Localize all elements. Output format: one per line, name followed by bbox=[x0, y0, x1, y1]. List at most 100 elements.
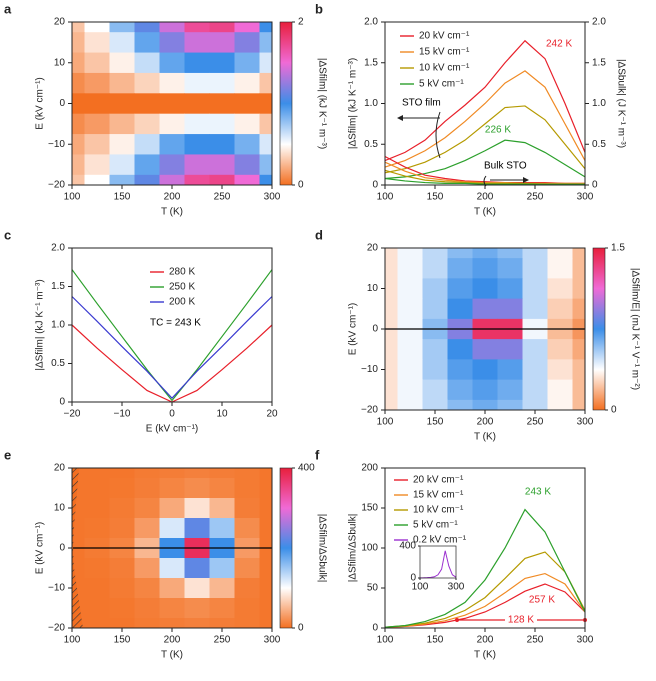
heat-cell bbox=[184, 113, 210, 135]
heat-cell bbox=[385, 248, 398, 259]
heat-cell bbox=[259, 72, 273, 94]
colorbar-tick-label: 400 bbox=[298, 463, 315, 474]
heat-cell bbox=[84, 618, 110, 629]
heat-cell bbox=[472, 339, 498, 360]
heat-cell bbox=[234, 113, 260, 135]
heat-cell bbox=[72, 93, 85, 115]
heat-cell bbox=[84, 598, 110, 619]
series-line bbox=[71, 296, 273, 400]
x-tick-label: 150 bbox=[427, 192, 444, 203]
y-tick-label: 1.5 bbox=[51, 281, 65, 292]
heat-cell bbox=[522, 379, 548, 401]
heat-cell bbox=[234, 52, 260, 74]
heat-cell bbox=[572, 339, 586, 360]
legend-label: 20 kV cm⁻¹ bbox=[419, 31, 470, 42]
y-axis-label: |ΔSfilm| (kJ K⁻¹ m⁻³) bbox=[35, 279, 46, 370]
heat-cell bbox=[109, 518, 135, 539]
y-tick-label: 1.5 bbox=[364, 57, 378, 68]
x-tick-label: 150 bbox=[427, 635, 444, 646]
heat-cell bbox=[385, 258, 398, 279]
heat-cell bbox=[234, 478, 260, 499]
heat-cell bbox=[259, 113, 273, 135]
heat-cell bbox=[572, 258, 586, 279]
annotation: 257 K bbox=[529, 595, 555, 606]
x-tick-label: 200 bbox=[477, 635, 494, 646]
heat-cell bbox=[109, 598, 135, 619]
x-tick-label: 20 bbox=[266, 409, 278, 420]
heat-cell bbox=[259, 93, 273, 115]
bulk-brace bbox=[483, 175, 487, 187]
heat-cell bbox=[209, 32, 235, 54]
annotation: 243 K bbox=[525, 487, 551, 498]
heat-cell bbox=[184, 578, 210, 599]
heat-cell bbox=[522, 339, 548, 360]
x-tick-label: 250 bbox=[527, 635, 544, 646]
heat-cell bbox=[497, 379, 523, 401]
heat-cell bbox=[109, 134, 135, 155]
heat-cell bbox=[134, 558, 160, 579]
y-tick-label: 1.0 bbox=[51, 320, 65, 331]
heat-cell bbox=[72, 174, 85, 186]
heat-cell bbox=[259, 468, 273, 479]
heat-cell bbox=[84, 558, 110, 579]
heat-cell bbox=[209, 154, 235, 176]
heat-cell bbox=[472, 379, 498, 401]
series-line bbox=[384, 161, 585, 184]
heat-cell bbox=[472, 278, 498, 300]
heat-cell bbox=[234, 558, 260, 579]
series-line bbox=[384, 105, 586, 174]
series-line bbox=[419, 550, 457, 579]
legend-label: 5 kV cm⁻¹ bbox=[419, 79, 464, 90]
heat-cell bbox=[259, 578, 273, 599]
heat-cell bbox=[84, 134, 110, 155]
y-tick-label: 2.0 bbox=[364, 17, 378, 28]
heat-cell bbox=[422, 359, 448, 381]
y2-axis-label: |ΔSbulk| (J K⁻¹ m⁻³) bbox=[615, 59, 626, 148]
heat-cell bbox=[134, 32, 160, 54]
y-tick-label: 0 bbox=[372, 180, 378, 191]
heat-cell bbox=[134, 72, 160, 94]
heat-cell bbox=[234, 598, 260, 619]
heat-cell bbox=[422, 379, 448, 401]
heat-cell bbox=[184, 558, 210, 579]
legend-label: 15 kV cm⁻¹ bbox=[419, 47, 470, 58]
heat-cell bbox=[159, 32, 185, 54]
heat-cell bbox=[547, 379, 573, 401]
heat-cell bbox=[209, 598, 235, 619]
hatched-region bbox=[72, 468, 83, 628]
heat-cell bbox=[109, 154, 135, 176]
heat-cell bbox=[134, 174, 160, 186]
heat-cell bbox=[497, 278, 523, 300]
heat-cell bbox=[234, 154, 260, 176]
heat-cell bbox=[397, 339, 423, 360]
heat-cell bbox=[234, 468, 260, 479]
heat-cell bbox=[497, 298, 523, 320]
plot-frame bbox=[71, 467, 273, 629]
heat-cell bbox=[259, 52, 273, 74]
colorbar-tick-label: 1.5 bbox=[611, 243, 625, 254]
heat-cell bbox=[259, 618, 273, 629]
heat-cell bbox=[447, 399, 473, 411]
annotation: TC = 243 K bbox=[150, 318, 201, 329]
heat-cell bbox=[159, 22, 185, 33]
heat-cell bbox=[547, 399, 573, 411]
inset-y-tick-label: 400 bbox=[399, 541, 416, 552]
heat-cell bbox=[159, 618, 185, 629]
x-tick-label: 100 bbox=[64, 192, 81, 203]
heat-cell bbox=[159, 478, 185, 499]
heat-cell bbox=[209, 618, 235, 629]
heat-cell bbox=[547, 339, 573, 360]
heat-cell bbox=[84, 498, 110, 519]
y-tick-label: 1.0 bbox=[364, 98, 378, 109]
x-tick-label: −10 bbox=[114, 409, 131, 420]
heat-cell bbox=[134, 478, 160, 499]
heat-cell bbox=[184, 174, 210, 186]
y2-tick-label: 0.5 bbox=[592, 139, 606, 150]
heat-cell bbox=[184, 518, 210, 539]
heat-cell bbox=[184, 598, 210, 619]
heat-cell bbox=[159, 52, 185, 74]
panel-label: c bbox=[4, 227, 11, 242]
heat-cell bbox=[134, 598, 160, 619]
heat-cell bbox=[209, 558, 235, 579]
heat-cell bbox=[72, 134, 85, 155]
